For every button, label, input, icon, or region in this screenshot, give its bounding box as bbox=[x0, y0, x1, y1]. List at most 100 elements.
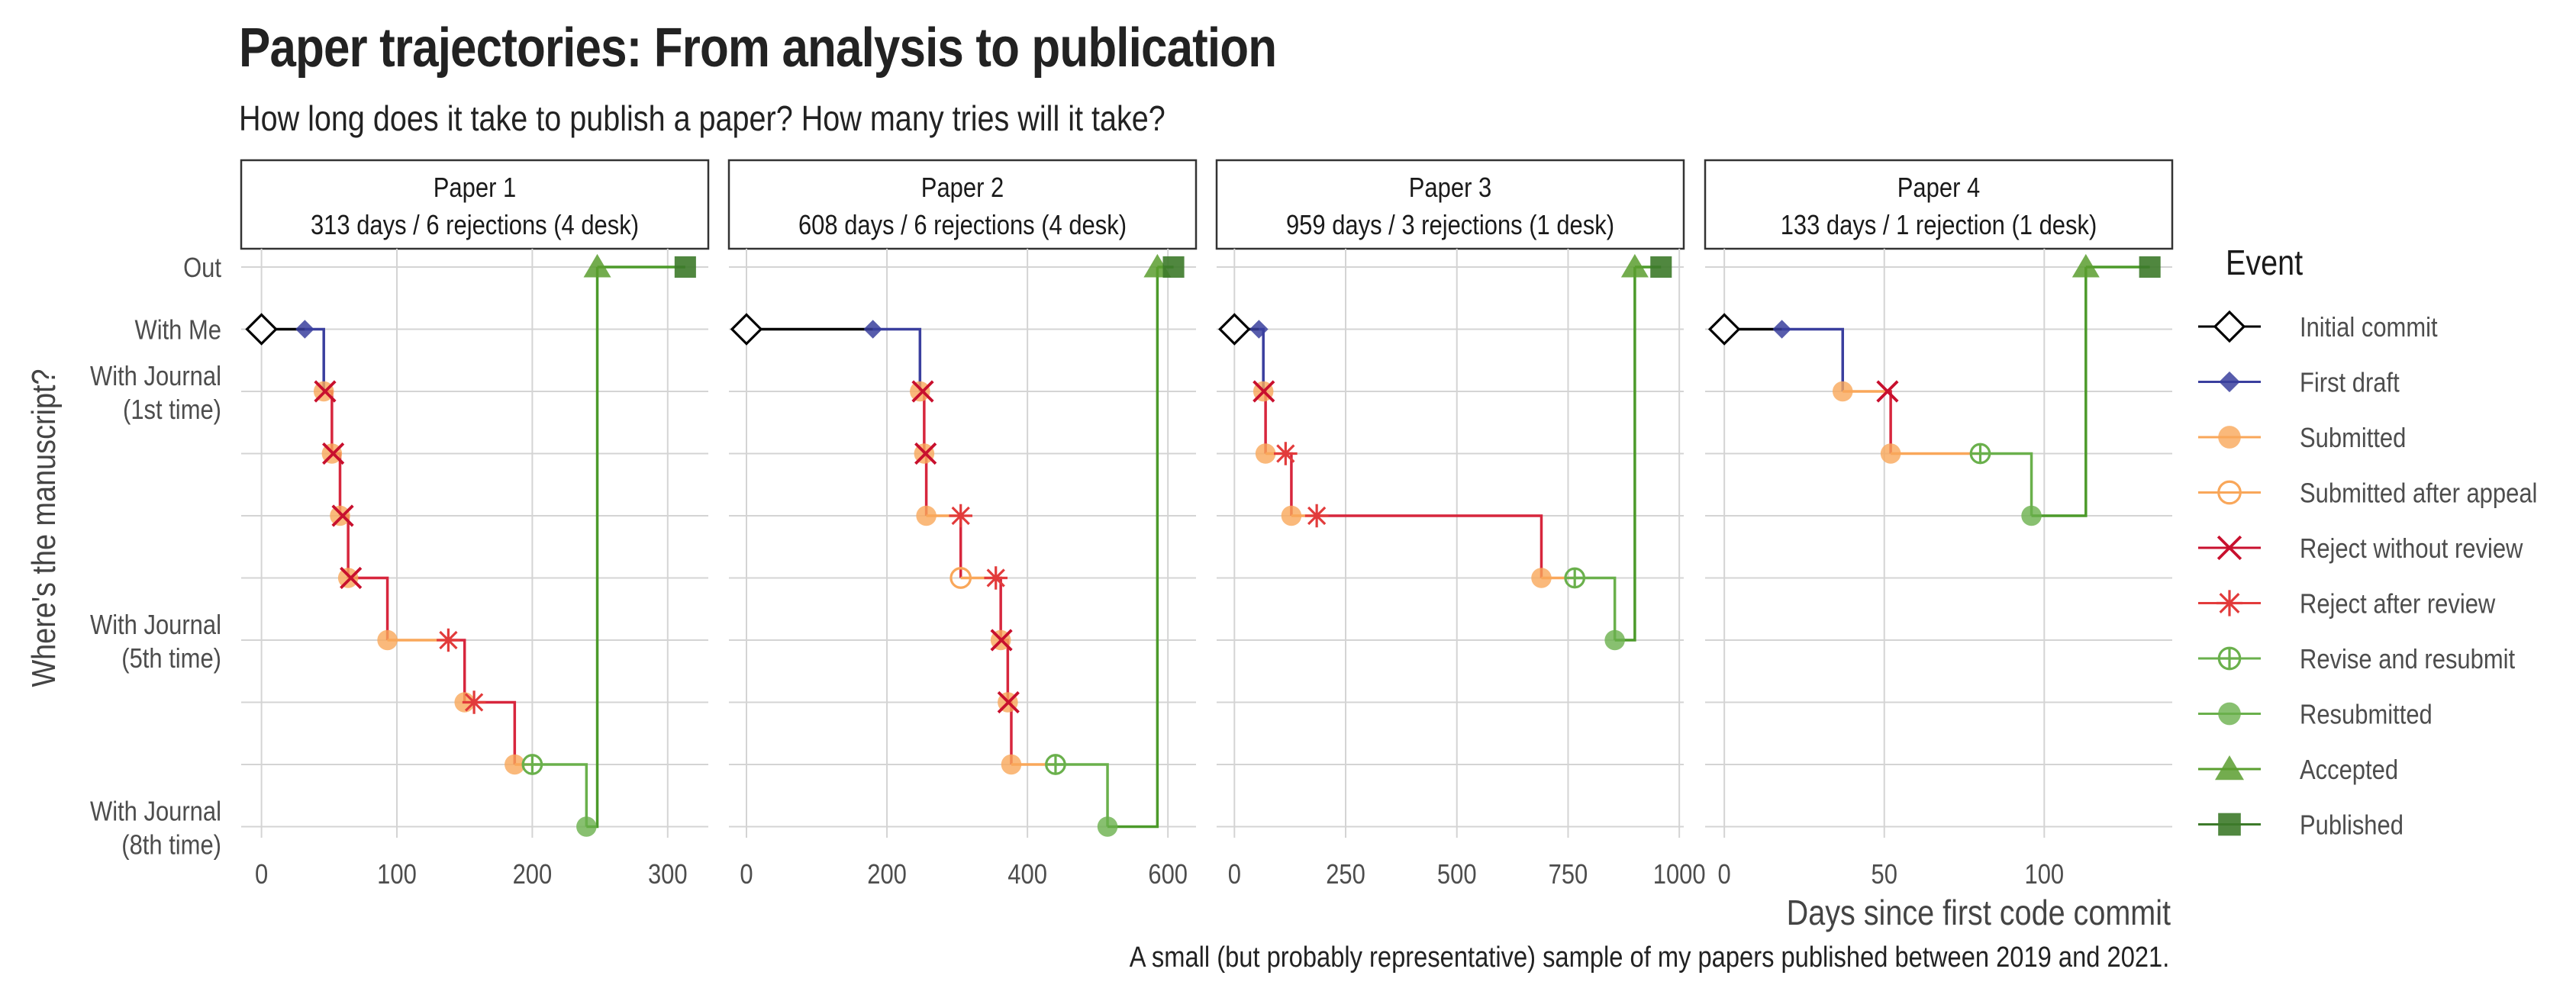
legend-item: Revise and resubmit bbox=[2198, 645, 2516, 675]
trajectory-segment bbox=[532, 763, 588, 827]
legend-item: Submitted after appeal bbox=[2198, 478, 2537, 509]
x-tick-label: 600 bbox=[1148, 860, 1188, 890]
event-marker bbox=[1969, 443, 1991, 465]
event-marker bbox=[437, 628, 460, 652]
legend-label: Submitted bbox=[2300, 423, 2406, 454]
gridlines bbox=[1217, 249, 1684, 838]
legend: Event Initial commit First draft Submitted S… bbox=[2198, 243, 2537, 841]
event-marker bbox=[1620, 253, 1649, 278]
legend-key-marker bbox=[2213, 310, 2246, 343]
panel-4: Paper 4 133 days / 1 rejection (1 desk) 0 5… bbox=[1704, 159, 2174, 890]
trajectory-segment bbox=[1055, 763, 1109, 827]
event-marker bbox=[1097, 816, 1118, 837]
event-marker bbox=[2071, 253, 2100, 278]
event-marker bbox=[949, 567, 972, 589]
event-marker bbox=[910, 381, 930, 402]
x-tick-label: 400 bbox=[1008, 860, 1047, 890]
x-tick-label: 200 bbox=[513, 860, 553, 890]
y-tick-label: With Me bbox=[135, 315, 221, 346]
chart-caption: A small (but probably representative) sa… bbox=[1129, 941, 2169, 974]
event-marker bbox=[1707, 313, 1741, 346]
legend-key-marker bbox=[2219, 371, 2240, 393]
event-markers bbox=[1218, 253, 1672, 651]
x-tick-label: 100 bbox=[2025, 860, 2065, 890]
event-marker bbox=[521, 754, 543, 775]
y-tick-label: (8th time) bbox=[121, 830, 221, 861]
legend-key-marker bbox=[2217, 480, 2242, 505]
legend-label: Reject without review bbox=[2300, 534, 2523, 565]
event-markers bbox=[730, 253, 1185, 837]
event-marker bbox=[1045, 754, 1066, 775]
legend-item: Accepted bbox=[2198, 755, 2398, 786]
event-marker bbox=[949, 504, 972, 528]
event-marker bbox=[997, 690, 1020, 714]
x-tick-label: 300 bbox=[648, 860, 688, 890]
legend-item: First draft bbox=[2198, 368, 2400, 398]
event-marker bbox=[984, 566, 1008, 590]
legend-key-marker bbox=[2218, 702, 2241, 726]
facet-strip bbox=[1215, 159, 1685, 250]
event-marker bbox=[914, 442, 937, 465]
gridlines bbox=[241, 249, 708, 838]
x-tick-label: 0 bbox=[1718, 860, 1731, 890]
event-marker bbox=[505, 754, 525, 775]
event-marker bbox=[337, 568, 359, 588]
event-marker bbox=[1162, 256, 1185, 278]
event-marker bbox=[295, 320, 314, 339]
event-marker bbox=[1604, 629, 1625, 651]
facet-strip bbox=[240, 159, 710, 250]
event-marker bbox=[1001, 754, 1022, 775]
trajectory-segment bbox=[1781, 327, 1844, 391]
trajectory-segment bbox=[2031, 267, 2088, 517]
facet-summary: 133 days / 1 rejection (1 desk) bbox=[1781, 211, 2097, 241]
facet-title: Paper 2 bbox=[921, 173, 1004, 204]
x-tick-label: 200 bbox=[867, 860, 907, 890]
panel-1: Paper 1 313 days / 6 rejections (4 desk) 0… bbox=[240, 159, 710, 890]
facet-summary: 313 days / 6 rejections (4 desk) bbox=[311, 211, 639, 241]
x-tick-label: 500 bbox=[1437, 860, 1477, 890]
event-marker bbox=[1281, 505, 1302, 526]
event-marker bbox=[1304, 504, 1329, 528]
facet-summary: 959 days / 3 rejections (1 desk) bbox=[1286, 211, 1614, 241]
y-tick-label: (5th time) bbox=[121, 644, 221, 674]
event-markers bbox=[1707, 253, 2161, 526]
event-marker bbox=[377, 629, 398, 651]
event-marker bbox=[1249, 320, 1269, 339]
y-tick-label: (1st time) bbox=[123, 395, 221, 426]
trajectory bbox=[261, 266, 685, 829]
event-marker bbox=[322, 442, 345, 465]
event-marker bbox=[340, 566, 363, 590]
event-markers bbox=[245, 253, 696, 837]
x-tick-label: 1000 bbox=[1653, 860, 1706, 890]
facet-strip bbox=[727, 159, 1198, 250]
event-marker bbox=[1218, 313, 1251, 346]
legend-label: Submitted after appeal bbox=[2300, 478, 2537, 509]
facet-title: Paper 3 bbox=[1409, 173, 1491, 204]
legend-key-marker bbox=[2218, 813, 2241, 836]
x-tick-label: 0 bbox=[1228, 860, 1241, 890]
event-marker bbox=[1253, 380, 1275, 403]
trajectory-segment bbox=[586, 267, 599, 829]
y-tick-label: With Journal bbox=[90, 362, 221, 392]
x-tick-label: 750 bbox=[1549, 860, 1588, 890]
event-marker bbox=[576, 816, 597, 837]
legend-item: Submitted bbox=[2198, 423, 2406, 454]
legend-label: Initial commit bbox=[2300, 313, 2438, 343]
event-marker bbox=[1832, 381, 1853, 402]
chart-subtitle: How long does it take to publish a paper… bbox=[239, 98, 1165, 138]
event-marker bbox=[245, 313, 278, 346]
event-marker bbox=[1255, 443, 1276, 464]
legend-key-marker bbox=[2215, 755, 2244, 781]
facet-title: Paper 4 bbox=[1897, 173, 1980, 204]
x-axis-title: Days since first code commit bbox=[1787, 893, 2171, 932]
legend-label: Reject after review bbox=[2300, 589, 2496, 620]
event-marker bbox=[1876, 380, 1899, 403]
legend-label: Accepted bbox=[2300, 755, 2398, 786]
trajectory-segment bbox=[350, 576, 389, 640]
y-axis-title: Where's the manuscript? bbox=[24, 369, 62, 687]
event-marker bbox=[330, 505, 350, 526]
trajectory bbox=[746, 266, 1174, 829]
trajectory-segment bbox=[1107, 267, 1159, 829]
trajectory-segment bbox=[1317, 514, 1543, 578]
